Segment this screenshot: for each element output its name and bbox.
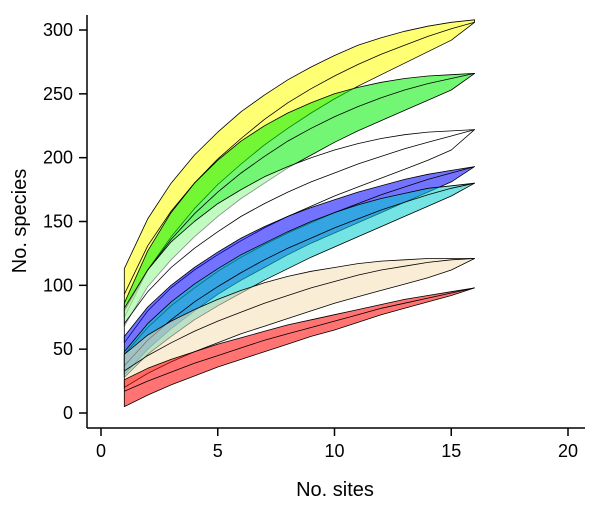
y-tick-label: 200 [43, 148, 73, 168]
series-band-area-6 [123, 287, 476, 408]
y-tick-label: 300 [43, 20, 73, 40]
y-tick-label: 0 [63, 403, 73, 423]
x-ticks: 0 5 10 15 20 [96, 428, 578, 461]
series-mean-line-4 [124, 182, 475, 367]
series-band-5 [123, 258, 476, 388]
y-ticks: 0 50 100 150 200 250 300 [43, 20, 87, 423]
y-axis-title: No. species [9, 169, 31, 274]
x-tick-label: 5 [213, 441, 223, 461]
series-band-6 [123, 287, 476, 408]
series-band-area-5 [123, 258, 476, 388]
series-mean-line-0 [123, 21, 475, 295]
series-mean-line-5 [124, 258, 475, 372]
y-tick-label: 250 [43, 84, 73, 104]
x-tick-label: 15 [441, 441, 461, 461]
series-mean-line-2 [123, 129, 475, 324]
y-tick-label: 100 [43, 275, 73, 295]
x-axis-title: No. sites [296, 479, 374, 500]
series-mean-line-1 [123, 73, 475, 312]
y-tick-label: 50 [53, 339, 73, 359]
y-tick-label: 150 [43, 212, 73, 232]
x-tick-label: 0 [96, 441, 106, 461]
bands-layer [123, 19, 476, 408]
x-tick-label: 20 [558, 441, 578, 461]
series-mean-line-6 [124, 287, 475, 392]
x-tick-label: 10 [324, 441, 344, 461]
